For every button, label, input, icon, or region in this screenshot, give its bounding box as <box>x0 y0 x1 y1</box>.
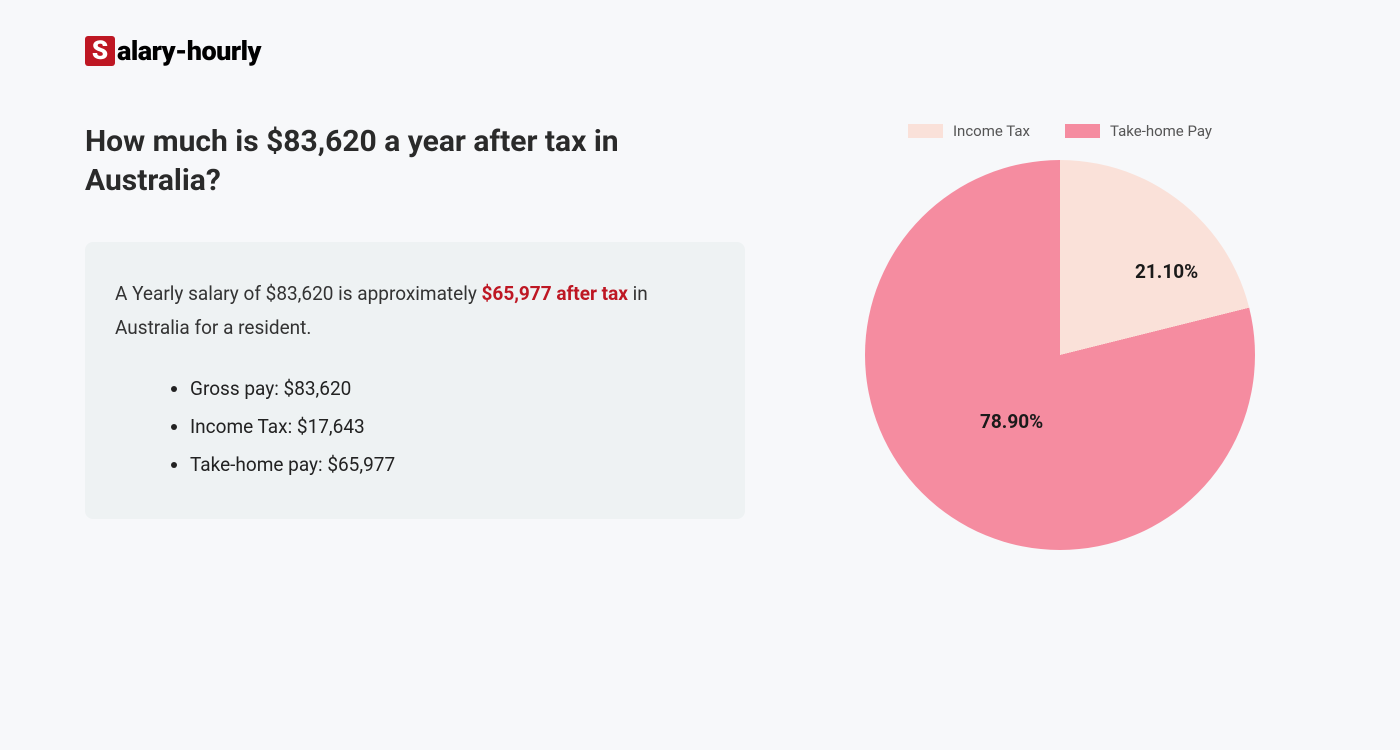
list-item: Gross pay: $83,620 <box>190 370 715 408</box>
pie-disc <box>865 160 1255 550</box>
list-item: Take-home pay: $65,977 <box>190 446 715 484</box>
page-heading: How much is $83,620 a year after tax in … <box>85 122 745 200</box>
breakdown-list: Gross pay: $83,620 Income Tax: $17,643 T… <box>115 370 715 484</box>
logo-text: alary-hourly <box>117 35 261 67</box>
summary-prefix: A Yearly salary of $83,620 is approximat… <box>115 282 482 305</box>
main-content: How much is $83,620 a year after tax in … <box>85 122 1315 550</box>
site-logo: S alary-hourly <box>85 35 1315 67</box>
summary-text: A Yearly salary of $83,620 is approximat… <box>115 277 715 345</box>
list-item: Income Tax: $17,643 <box>190 408 715 446</box>
pie-slice-label-take-home: 78.90% <box>980 410 1043 433</box>
legend-item-take-home: Take-home Pay <box>1065 122 1212 140</box>
legend-item-income-tax: Income Tax <box>908 122 1030 140</box>
legend-swatch <box>1065 124 1100 138</box>
chart-column: Income Tax Take-home Pay 21.10% 78.90% <box>845 122 1275 550</box>
legend-label: Income Tax <box>953 122 1030 140</box>
pie-slice-label-income-tax: 21.10% <box>1135 260 1198 283</box>
summary-box: A Yearly salary of $83,620 is approximat… <box>85 242 745 519</box>
legend-swatch <box>908 124 943 138</box>
left-column: How much is $83,620 a year after tax in … <box>85 122 745 550</box>
pie-chart: 21.10% 78.90% <box>865 160 1255 550</box>
chart-legend: Income Tax Take-home Pay <box>908 122 1212 140</box>
legend-label: Take-home Pay <box>1110 122 1212 140</box>
logo-initial-badge: S <box>85 36 115 66</box>
summary-highlight: $65,977 after tax <box>482 282 628 305</box>
